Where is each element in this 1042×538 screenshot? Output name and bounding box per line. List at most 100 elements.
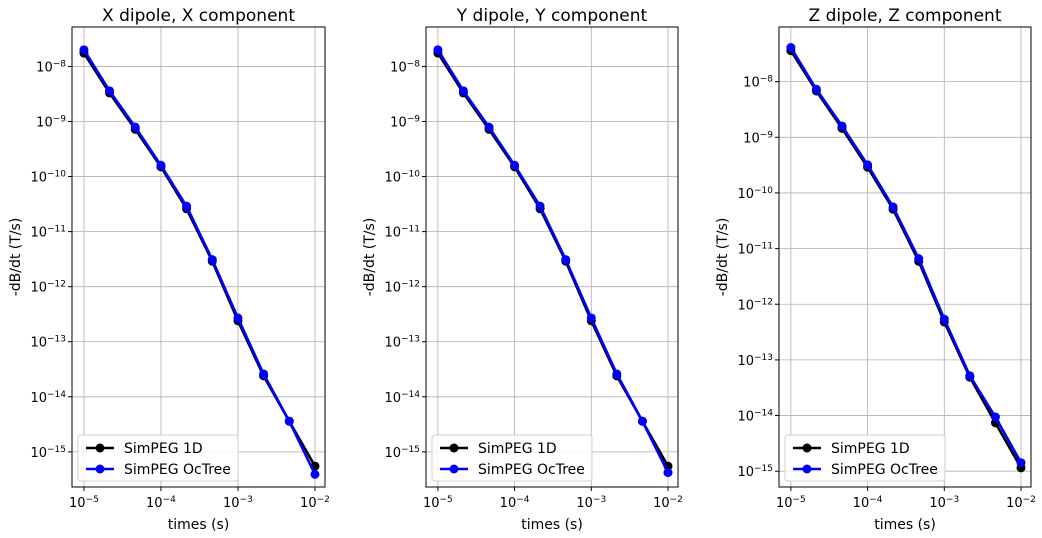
- chart-title: Z dipole, Z component: [809, 6, 1002, 26]
- series-line-simpeg-octree: [82, 49, 317, 475]
- legend: SimPEG 1D SimPEG OcTree: [77, 434, 239, 482]
- chart-panel-3: 10−5 10−4 10−3 10−2 10−8 10−9 10−10 10−11 10−12 1…: [715, 6, 1036, 533]
- y-tick-label: 10−14: [384, 390, 420, 406]
- plot-frame: [71, 26, 326, 488]
- y-axis-label: -dB/dt (T/s): [8, 218, 24, 297]
- chart-panel-1: 10−5 10−4 10−3 10−2 10−8 10−9 10−10 10−11 10−12 1…: [8, 6, 330, 533]
- plot-frame: [778, 26, 1032, 488]
- data-point: [561, 255, 571, 265]
- x-tick-label: 10−4: [146, 495, 176, 511]
- y-tick-label: 10−13: [30, 335, 66, 351]
- x-tick-label: 10−5: [776, 495, 806, 511]
- data-point: [130, 122, 140, 132]
- legend-marker: [95, 443, 105, 453]
- y-axis-label: -dB/dt (T/s): [362, 218, 378, 297]
- y-tick-label: 10−9: [743, 130, 773, 146]
- data-point: [863, 160, 873, 170]
- series-line-simpeg-octree: [436, 49, 670, 474]
- y-tick-label: 10−12: [737, 297, 773, 313]
- data-point: [259, 369, 269, 379]
- x-axis-label: times (s): [521, 517, 583, 533]
- data-point: [310, 469, 320, 479]
- data-point: [207, 255, 217, 265]
- legend-label: SimPEG OcTree: [831, 462, 938, 478]
- legend-marker: [802, 443, 812, 453]
- y-tick-label: 10−10: [30, 170, 66, 186]
- x-tick-label: 10−5: [423, 495, 453, 511]
- data-point: [965, 371, 975, 381]
- x-tick-label: 10−4: [500, 495, 530, 511]
- data-point: [433, 45, 443, 55]
- legend-marker: [95, 464, 105, 474]
- data-point: [637, 416, 647, 426]
- x-tick-label: 10−3: [223, 495, 253, 511]
- data-point: [105, 86, 115, 96]
- x-tick-label: 10−2: [1006, 495, 1036, 511]
- legend: SimPEG 1D SimPEG OcTree: [784, 434, 946, 482]
- x-tick-label: 10−2: [653, 495, 683, 511]
- y-tick-label: 10−14: [737, 409, 773, 425]
- data-point: [510, 160, 520, 170]
- y-tick-label: 10−9: [390, 114, 420, 130]
- legend-marker: [802, 464, 812, 474]
- legend-box: [431, 434, 593, 482]
- data-point: [663, 468, 673, 478]
- data-point: [1016, 458, 1026, 468]
- y-tick-label: 10−12: [30, 280, 66, 296]
- data-point: [284, 416, 294, 426]
- legend-box: [784, 434, 946, 482]
- series-line-simpeg-1d: [789, 50, 1023, 469]
- data-point: [939, 314, 949, 324]
- chart-title: Y dipole, Y component: [456, 6, 648, 26]
- legend-label: SimPEG 1D: [124, 441, 203, 457]
- legend-box: [77, 434, 239, 482]
- x-tick-label: 10−5: [69, 495, 99, 511]
- data-point: [786, 43, 796, 53]
- y-tick-label: 10−10: [384, 170, 420, 186]
- y-axis-label: -dB/dt (T/s): [715, 218, 731, 297]
- y-tick-label: 10−8: [36, 59, 66, 75]
- legend-label: SimPEG 1D: [831, 441, 910, 457]
- chart-panel-2: 10−5 10−4 10−3 10−2 10−8 10−9 10−10 10−11 10−12 1…: [362, 6, 683, 533]
- x-tick-label: 10−3: [576, 495, 606, 511]
- data-point: [233, 313, 243, 323]
- data-point: [586, 313, 596, 323]
- y-tick-label: 10−9: [36, 114, 66, 130]
- legend: SimPEG 1D SimPEG OcTree: [431, 434, 593, 482]
- legend-label: SimPEG 1D: [478, 441, 557, 457]
- y-tick-label: 10−11: [384, 225, 420, 241]
- x-tick-label: 10−2: [300, 495, 330, 511]
- data-point: [837, 121, 847, 131]
- y-tick-label: 10−12: [384, 280, 420, 296]
- y-tick-label: 10−11: [30, 225, 66, 241]
- x-axis-label: times (s): [874, 517, 936, 533]
- y-tick-label: 10−15: [30, 445, 66, 461]
- data-point: [182, 201, 192, 211]
- y-tick-label: 10−14: [30, 390, 66, 406]
- x-axis-label: times (s): [168, 517, 230, 533]
- y-tick-label: 10−8: [390, 59, 420, 75]
- y-tick-label: 10−13: [737, 353, 773, 369]
- x-tick-label: 10−4: [853, 495, 883, 511]
- data-point: [458, 86, 468, 96]
- data-point: [914, 254, 924, 264]
- chart-title: X dipole, X component: [102, 6, 295, 26]
- data-point: [156, 160, 166, 170]
- legend-marker: [449, 443, 459, 453]
- y-tick-label: 10−11: [737, 242, 773, 258]
- series-line-simpeg-octree: [789, 46, 1023, 464]
- data-point: [79, 45, 89, 55]
- data-point: [811, 84, 821, 94]
- data-point: [990, 412, 1000, 422]
- data-point: [535, 201, 545, 211]
- data-point: [888, 202, 898, 212]
- legend-marker: [449, 464, 459, 474]
- y-tick-label: 10−15: [384, 445, 420, 461]
- y-tick-label: 10−13: [384, 335, 420, 351]
- data-point: [484, 122, 494, 132]
- plot-frame: [425, 26, 679, 488]
- x-tick-label: 10−3: [929, 495, 959, 511]
- y-tick-label: 10−8: [743, 75, 773, 91]
- y-tick-label: 10−15: [737, 464, 773, 480]
